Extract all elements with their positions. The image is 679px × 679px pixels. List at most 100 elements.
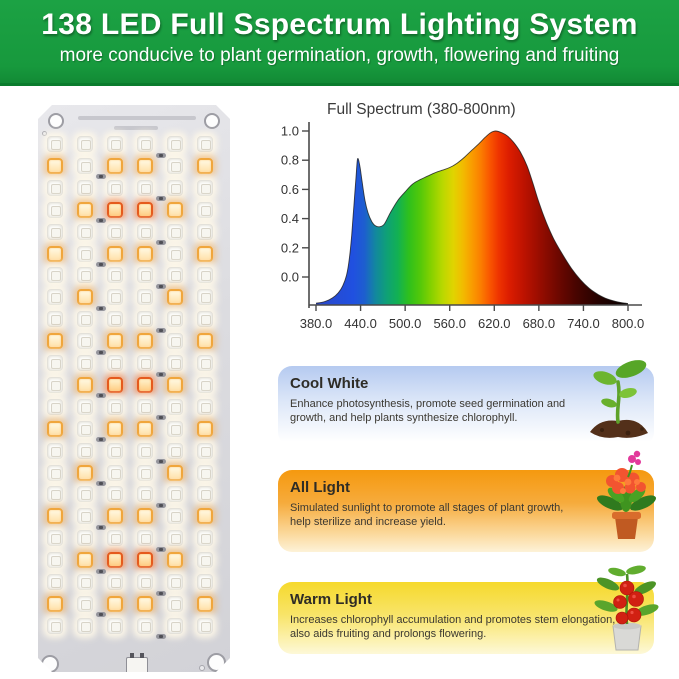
warm-orange-led [47,420,63,437]
cool-white-led [167,223,183,240]
cool-white-led [137,617,153,634]
resistor [156,546,166,552]
power-connector [126,653,148,672]
warm-orange-led [47,508,63,525]
y-tick-label: 0.6 [281,182,299,197]
resistor [96,305,106,311]
resistor [96,481,106,486]
cool-white-led [137,486,153,503]
cool-white-led [107,267,123,284]
cool-white-led [167,179,183,196]
cool-white-led [197,442,213,459]
y-tick-label: 0.2 [281,240,299,255]
cool-white-led [47,289,63,306]
warm-orange-led [107,420,123,437]
warm-orange-led [167,289,183,306]
warm-orange-led [77,552,93,569]
cool-white-led [107,442,123,459]
cool-white-led [197,574,213,590]
x-tick-label: 440.0 [344,316,377,331]
resistor [156,152,166,158]
cool-white-led [167,245,183,262]
cool-white-led [47,442,63,459]
panel-print-line [78,116,196,120]
cool-white-led [197,464,213,481]
cool-white-led [167,617,183,634]
warm-orange-led [197,420,213,437]
resistor [156,590,166,596]
spectrum-chart: 1.0 0.8 0.6 0.4 0.2 0.0 380.0 440.0 500.0 560.0 62… [281,122,645,331]
resistor [96,524,106,530]
chart-title: Full Spectrum (380-800nm) [327,101,516,118]
screw-hole [207,653,226,672]
cool-white-led [47,486,63,503]
warm-orange-led [107,157,123,174]
header-title: 138 LED Full Sspectrum Lighting System [41,8,638,41]
warm-orange-led [47,157,63,174]
cool-white-led [197,267,213,284]
cool-white-led [167,333,183,350]
deep-red-led [107,376,123,393]
led-panel-board [38,105,230,672]
cool-white-led [77,486,93,503]
warm-orange-led [167,376,183,393]
cool-white-led [77,267,93,284]
card-title: Warm Light [290,591,372,608]
cool-white-led [137,267,153,284]
cool-white-led [77,398,93,415]
screw-hole [204,113,220,129]
warm-orange-led [197,508,213,525]
tomato-plant-icon [594,565,659,651]
screw-hole [41,655,59,672]
resistor [156,415,166,421]
cool-white-led [167,398,183,415]
cool-white-led [137,464,153,481]
cool-white-led [197,355,213,371]
cool-white-led [137,136,153,152]
cool-white-led [77,179,93,196]
cool-white-led [167,136,183,152]
warm-orange-led [107,245,123,262]
cool-white-led [137,530,153,547]
cool-white-led [197,617,213,634]
cool-white-led [197,136,213,152]
resistor [96,349,106,355]
card-title: All Light [290,479,350,496]
resistor [156,283,166,289]
x-tick-label: 560.0 [433,316,466,331]
resistor [96,437,106,443]
warm-orange-led [107,595,123,612]
y-tick-label: 0.0 [281,270,299,285]
warm-orange-led [137,333,153,350]
deep-red-led [137,201,153,218]
cool-white-led [137,398,153,415]
warm-orange-led [77,376,93,393]
cool-white-led [77,223,93,240]
cool-white-led [47,617,63,634]
feature-card-all-light: All Light Simulated sunlight to promote a… [278,470,654,552]
cool-white-led [167,311,183,328]
cool-white-led [167,420,183,437]
cool-white-led [47,530,63,547]
cool-white-led [47,267,63,284]
cool-white-led [47,355,63,371]
cool-white-led [167,486,183,503]
resistor [96,174,106,180]
deep-red-led [137,552,153,569]
cool-white-led [197,398,213,415]
resistor [156,459,166,465]
x-tick-label: 800.0 [612,316,645,331]
warm-orange-led [197,157,213,174]
cool-white-led [47,223,63,240]
resistor [156,196,166,202]
cool-white-led [77,245,93,262]
cool-white-led [47,136,63,152]
cool-white-led [77,333,93,350]
warm-orange-led [77,201,93,218]
x-tick-label: 680.0 [523,316,556,331]
screw-hole [48,113,64,129]
seedling-icon [590,360,648,438]
cool-white-led [47,376,63,393]
warm-orange-led [197,595,213,612]
